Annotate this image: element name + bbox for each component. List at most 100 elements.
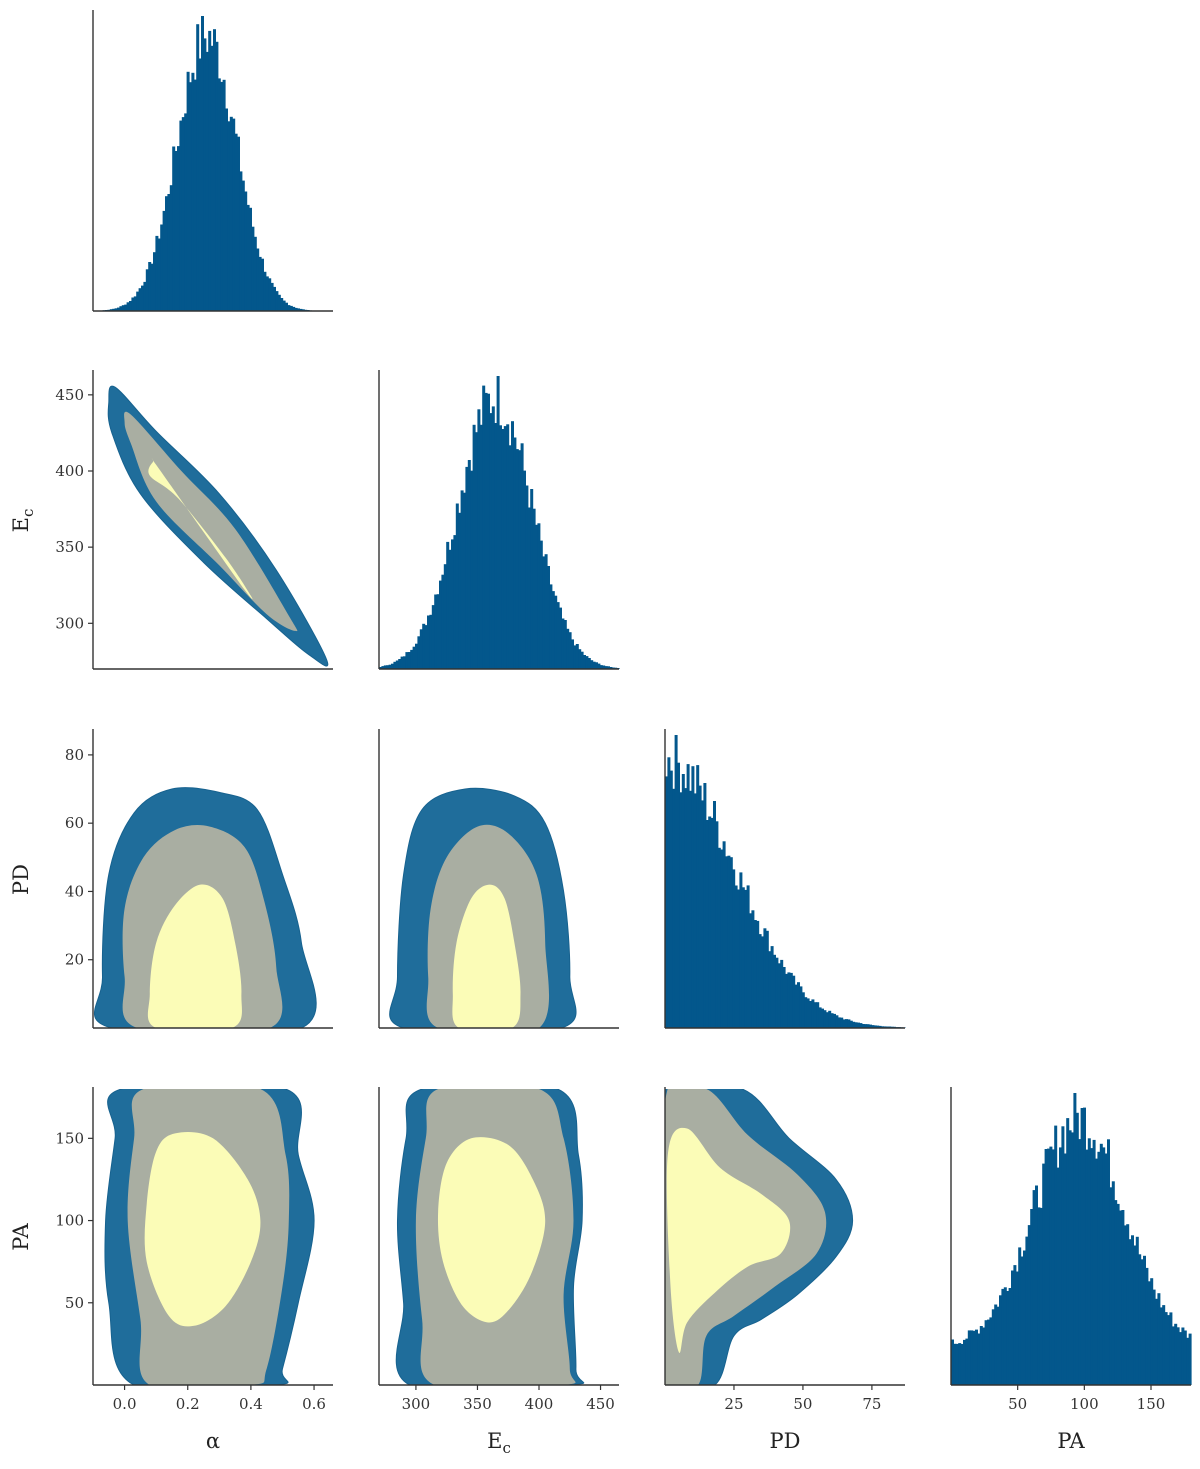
histogram-bar	[720, 849, 724, 1028]
histogram-bar	[193, 79, 197, 311]
histogram-bar	[801, 992, 805, 1028]
histogram-bar	[388, 664, 392, 669]
histogram-bar	[119, 306, 123, 311]
histogram-bar	[133, 296, 137, 311]
histogram-bar	[422, 623, 426, 669]
histogram-bar	[157, 238, 161, 311]
histogram-bar	[777, 963, 781, 1028]
histogram-bar	[460, 490, 464, 669]
contour-PA-vs-PD	[665, 1089, 854, 1385]
histogram-bar	[595, 662, 598, 669]
histogram-bar	[1013, 1265, 1017, 1385]
histogram-bar	[710, 817, 714, 1028]
histogram-bar	[866, 1024, 870, 1028]
histogram-bar	[821, 1008, 824, 1028]
histogram-bar	[239, 171, 243, 311]
histogram-bar	[955, 1343, 959, 1385]
histogram-bar	[970, 1330, 974, 1385]
histogram-bar	[885, 1026, 889, 1028]
y-tick-label: 40	[65, 882, 84, 900]
x-axis-label-PD: PD	[770, 1429, 801, 1453]
histogram-bar	[203, 38, 207, 312]
histogram-bar	[989, 1317, 993, 1385]
histogram-bar	[400, 656, 404, 669]
histogram-bar	[840, 1017, 844, 1028]
histogram-bar	[232, 118, 236, 311]
histogram-bar	[732, 869, 736, 1028]
histogram-bar	[1025, 1236, 1029, 1385]
histogram-bar	[578, 649, 582, 669]
histogram-bar	[503, 426, 507, 669]
x-tick-label: 0.4	[239, 1395, 263, 1413]
histogram-bar	[410, 649, 414, 669]
histogram-bar	[494, 423, 498, 669]
histogram-bar	[669, 770, 673, 1028]
y-tick-label: 60	[65, 814, 84, 832]
histogram-bar	[602, 665, 606, 669]
histogram-bar	[818, 1007, 822, 1028]
histogram-bar	[446, 541, 450, 669]
histogram-bar	[559, 607, 562, 669]
histogram-bar	[1039, 1207, 1043, 1385]
histogram-bar	[775, 957, 779, 1028]
histogram-bar	[237, 136, 240, 311]
histogram-bar	[1035, 1185, 1038, 1385]
histogram-bar	[806, 998, 810, 1028]
histogram-bar	[477, 409, 481, 669]
histogram-alpha	[97, 16, 317, 312]
x-tick-label: 100	[1070, 1395, 1099, 1413]
histogram-bar	[1121, 1210, 1125, 1385]
histogram-bar	[725, 856, 728, 1028]
histogram-bar	[1099, 1143, 1103, 1385]
histogram-bar	[496, 376, 500, 669]
histogram-bar	[703, 783, 707, 1028]
histogram-bar	[580, 651, 584, 669]
histogram-bar	[1155, 1298, 1158, 1385]
histogram-bar	[1128, 1239, 1132, 1385]
histogram-bar	[208, 30, 212, 312]
contour-2sigma	[124, 411, 298, 632]
y-tick-label: 400	[55, 462, 84, 480]
histogram-bar	[499, 425, 502, 669]
histogram-bar	[999, 1295, 1002, 1385]
y-tick-label: 20	[65, 951, 84, 969]
histogram-bar	[201, 16, 204, 311]
histogram-bar	[953, 1343, 957, 1385]
histogram-bar	[1001, 1288, 1005, 1385]
histogram-bar	[398, 659, 402, 669]
y-tick-label: 50	[65, 1294, 84, 1312]
histogram-bar	[604, 666, 608, 669]
histogram-bar	[1169, 1312, 1173, 1385]
histogram-bar	[229, 116, 233, 311]
histogram-bar	[847, 1019, 851, 1028]
histogram-bar	[785, 973, 788, 1028]
histogram-bar	[849, 1020, 853, 1028]
histogram-bar	[124, 304, 128, 311]
histogram-bar	[172, 146, 176, 311]
histogram-bar	[136, 291, 140, 311]
histogram-bar	[734, 885, 738, 1028]
histogram-bar	[698, 785, 702, 1028]
histogram-bar	[1083, 1107, 1086, 1385]
histogram-bar	[465, 466, 469, 669]
histogram-bar	[1078, 1139, 1082, 1385]
histogram-bar	[391, 663, 394, 669]
histogram-bar	[686, 764, 690, 1028]
x-tick-label: 0.6	[302, 1395, 326, 1413]
histogram-bar	[525, 485, 529, 669]
contour-PD-vs-alpha	[93, 787, 317, 1028]
histogram-bar	[1179, 1332, 1182, 1385]
histogram-bar	[165, 196, 168, 311]
contour-1sigma	[437, 1137, 546, 1323]
histogram-bar	[568, 632, 572, 669]
histogram-bar	[665, 776, 668, 1028]
histogram-bar	[244, 191, 248, 311]
histogram-bar	[789, 972, 793, 1028]
histogram-bar	[1049, 1146, 1053, 1385]
histogram-bar	[189, 82, 192, 311]
x-tick-label: 50	[793, 1395, 812, 1413]
histogram-bar	[109, 309, 113, 311]
histogram-bar	[573, 645, 577, 669]
histogram-bar	[256, 248, 260, 311]
